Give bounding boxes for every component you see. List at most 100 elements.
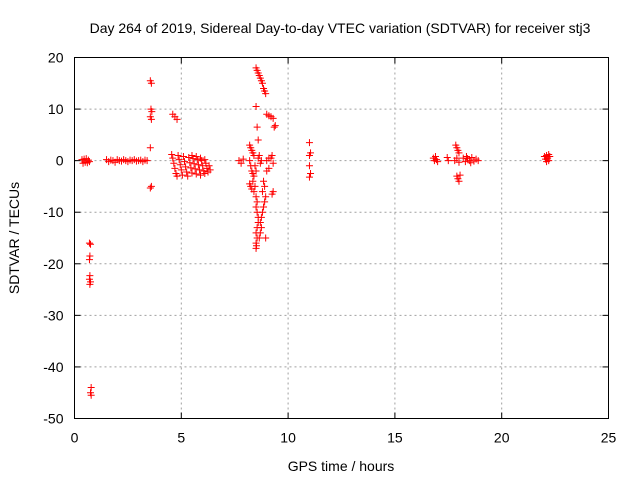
data-point bbox=[187, 164, 195, 172]
data-point bbox=[262, 90, 270, 98]
data-point bbox=[181, 158, 189, 166]
data-point bbox=[265, 154, 273, 162]
data-point bbox=[453, 154, 461, 162]
data-point bbox=[252, 193, 260, 201]
data-point bbox=[307, 170, 315, 178]
data-point bbox=[169, 154, 177, 162]
data-point bbox=[270, 123, 278, 131]
data-point bbox=[84, 156, 92, 164]
data-point bbox=[253, 198, 261, 206]
data-point bbox=[256, 219, 264, 227]
data-point bbox=[250, 188, 258, 196]
data-point bbox=[191, 165, 199, 173]
x-tick-label: 0 bbox=[71, 430, 79, 446]
data-point bbox=[269, 114, 277, 122]
data-point bbox=[455, 149, 463, 157]
y-tick-label: -40 bbox=[43, 359, 63, 375]
data-point bbox=[237, 159, 245, 167]
data-point bbox=[455, 158, 463, 166]
data-point bbox=[179, 153, 187, 161]
data-point bbox=[87, 391, 95, 399]
data-point bbox=[206, 166, 214, 174]
data-point bbox=[249, 177, 257, 185]
data-point bbox=[305, 139, 313, 147]
data-point bbox=[192, 153, 200, 161]
data-point bbox=[261, 182, 269, 190]
y-axis-label: SDTVAR / TECUs bbox=[6, 182, 22, 294]
data-point bbox=[197, 171, 205, 179]
data-point bbox=[173, 172, 181, 180]
x-tick-label: 10 bbox=[280, 430, 296, 446]
data-point bbox=[258, 208, 266, 216]
data-point bbox=[467, 159, 475, 167]
data-point bbox=[147, 182, 155, 190]
data-point bbox=[182, 163, 190, 171]
data-point bbox=[174, 151, 182, 159]
data-point bbox=[255, 151, 263, 159]
data-point bbox=[262, 234, 270, 242]
data-point bbox=[255, 234, 263, 242]
data-point bbox=[87, 278, 95, 286]
data-point bbox=[190, 160, 198, 168]
data-point bbox=[188, 169, 196, 177]
data-point bbox=[178, 171, 186, 179]
data-point bbox=[251, 162, 259, 170]
data-point bbox=[269, 159, 277, 167]
data-point bbox=[462, 153, 470, 161]
data-point bbox=[201, 156, 209, 164]
data-point bbox=[85, 256, 93, 264]
data-point bbox=[265, 164, 273, 172]
data-point bbox=[252, 244, 260, 252]
x-tick-label: 5 bbox=[177, 430, 185, 446]
data-point bbox=[168, 150, 176, 158]
data-point bbox=[443, 154, 451, 162]
x-tick-label: 15 bbox=[387, 430, 403, 446]
data-point bbox=[455, 177, 463, 185]
data-point bbox=[260, 203, 268, 211]
data-point bbox=[305, 162, 313, 170]
data-point bbox=[258, 79, 266, 87]
data-point bbox=[197, 154, 205, 162]
data-point bbox=[252, 102, 260, 110]
data-point bbox=[87, 240, 95, 248]
data-point bbox=[177, 166, 185, 174]
data-points bbox=[78, 64, 554, 399]
axis-ticks: 0 5 10 15 20 25 -50 -40 -30 -20 -10 0 10 20 bbox=[43, 50, 616, 446]
data-point bbox=[262, 193, 270, 201]
data-point bbox=[456, 171, 464, 179]
data-point bbox=[239, 155, 247, 163]
plot-frame bbox=[74, 57, 609, 419]
y-tick-label: -30 bbox=[43, 307, 63, 323]
data-point bbox=[257, 213, 265, 221]
data-point bbox=[256, 229, 264, 237]
data-point bbox=[305, 151, 313, 159]
data-point bbox=[186, 159, 194, 167]
data-point bbox=[183, 168, 191, 176]
data-point bbox=[253, 123, 261, 131]
data-point bbox=[188, 151, 196, 159]
data-point bbox=[184, 172, 192, 180]
grid-lines bbox=[74, 57, 609, 419]
data-point bbox=[192, 170, 200, 178]
data-point bbox=[459, 154, 467, 162]
data-point bbox=[444, 157, 452, 165]
y-tick-label: 0 bbox=[56, 153, 64, 169]
data-point bbox=[261, 198, 269, 206]
data-point bbox=[545, 150, 553, 158]
data-point bbox=[170, 159, 178, 167]
data-point bbox=[147, 115, 155, 123]
data-point bbox=[305, 173, 313, 181]
data-point bbox=[271, 122, 279, 130]
data-point bbox=[257, 224, 265, 232]
data-point bbox=[175, 156, 183, 164]
data-point bbox=[195, 166, 203, 174]
data-point bbox=[171, 164, 179, 172]
data-point bbox=[258, 188, 266, 196]
x-tick-label: 25 bbox=[601, 430, 617, 446]
data-point bbox=[146, 184, 154, 192]
data-point bbox=[252, 167, 260, 175]
data-point bbox=[173, 115, 181, 123]
data-point bbox=[205, 162, 213, 170]
y-tick-label: 20 bbox=[48, 50, 64, 66]
